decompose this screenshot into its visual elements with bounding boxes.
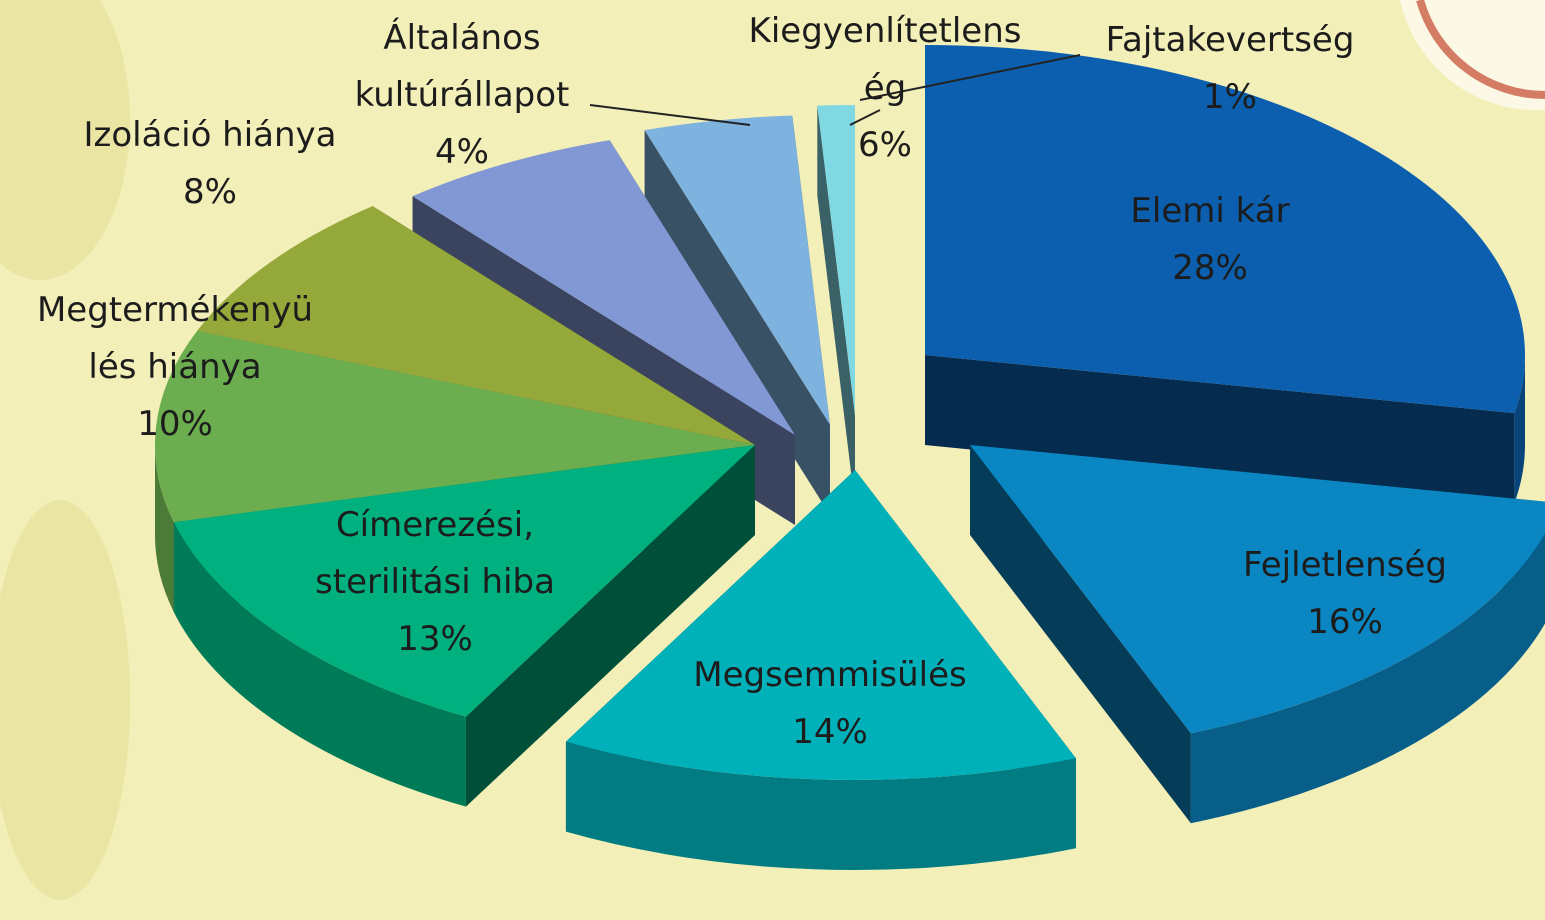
category-label: Elemi kár (1130, 183, 1289, 240)
category-label: Címerezési, sterilitási hiba (315, 497, 555, 611)
category-label: Általános kultúrállapot (355, 10, 570, 124)
value-label: 16% (1243, 594, 1447, 651)
value-label: 13% (315, 611, 555, 668)
value-label: 8% (83, 164, 336, 221)
value-label: 6% (749, 117, 1022, 174)
page: Elemi kár28% Fejletlenség16% Megsemmisülés… (0, 0, 1545, 920)
category-label: Megtermékenyü lés hiánya (37, 282, 313, 396)
category-label: Megsemmisülés (693, 647, 967, 704)
value-label: 1% (1106, 69, 1355, 126)
leader-line (590, 105, 750, 125)
category-label: Fajtakevertség (1106, 12, 1355, 69)
value-label: 14% (693, 704, 967, 761)
category-label: Izoláció hiánya (83, 107, 336, 164)
value-label: 10% (37, 396, 313, 453)
category-label: Kiegyenlítetlens ég (749, 3, 1022, 117)
category-label: Fejletlenség (1243, 537, 1447, 594)
value-label: 28% (1130, 240, 1289, 297)
value-label: 4% (355, 124, 570, 181)
